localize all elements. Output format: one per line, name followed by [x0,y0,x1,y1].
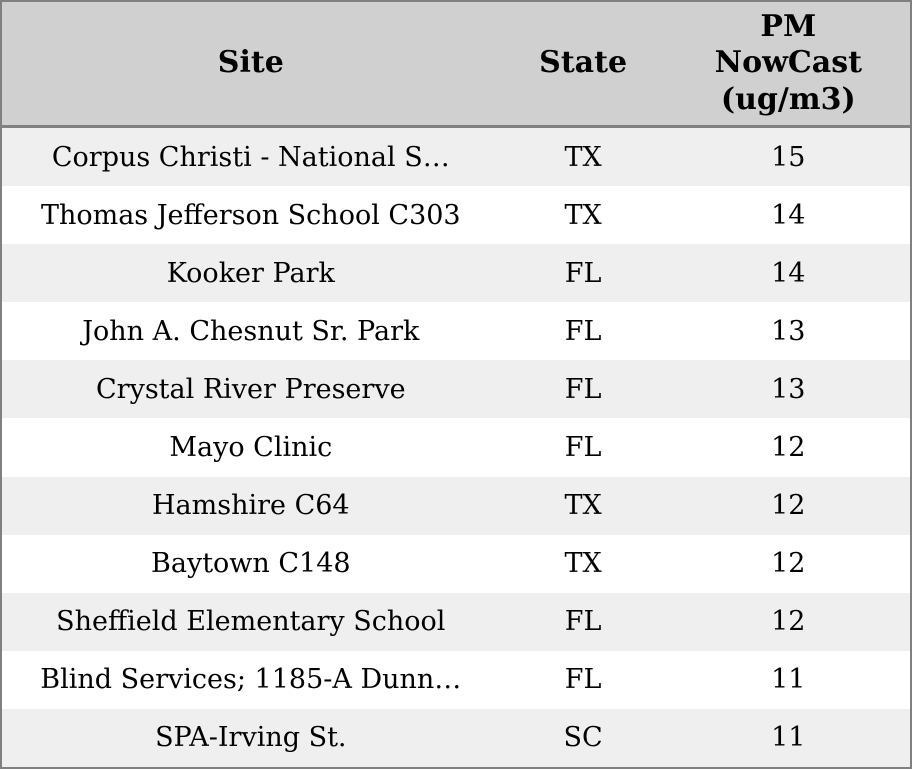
state-cell: FL [564,257,602,289]
table-row: Kooker Park FL 14 [2,244,910,303]
site-cell: Blind Services; 1185-A Dunn… [40,664,462,696]
pm-value-cell: 11 [771,722,806,754]
state-cell: TX [564,490,602,522]
site-cell: John A. Chesnut Sr. Park [82,315,420,347]
table-row: Mayo Clinic FL 12 [2,418,910,477]
table-row: Thomas Jefferson School C303 TX 14 [2,186,910,245]
pm-value-cell: 13 [771,315,806,347]
state-cell: FL [564,373,602,405]
site-cell: Thomas Jefferson School C303 [40,199,461,231]
pm-value-cell: 13 [771,373,806,405]
state-cell: FL [564,664,602,696]
table-row: SPA-Irving St. SC 11 [2,708,910,767]
table-row: Baytown C148 TX 12 [2,534,910,593]
column-header-pm-nowcast: PM NowCast (ug/m3) [714,8,862,117]
pm-value-cell: 14 [771,257,806,289]
state-cell: TX [564,199,602,231]
state-cell: FL [564,315,602,347]
pm-value-cell: 12 [771,432,806,464]
site-cell: Baytown C148 [151,548,351,580]
state-cell: SC [563,722,603,754]
site-cell: Sheffield Elementary School [56,606,446,638]
site-cell: SPA-Irving St. [155,722,347,754]
state-cell: TX [564,548,602,580]
column-header-site: Site [217,45,284,81]
pm-value-cell: 11 [771,664,806,696]
column-header-state: State [539,45,628,81]
site-cell: Mayo Clinic [169,432,333,464]
table-row: John A. Chesnut Sr. Park FL 13 [2,302,910,361]
site-cell: Hamshire C64 [151,490,350,522]
table-row: Sheffield Elementary School FL 12 [2,592,910,651]
table-row: Hamshire C64 TX 12 [2,476,910,535]
site-cell: Corpus Christi - National S… [51,141,450,173]
pm-value-cell: 12 [771,490,806,522]
pm-value-cell: 12 [771,548,806,580]
state-cell: FL [564,432,602,464]
state-cell: FL [564,606,602,638]
pm-value-cell: 12 [771,606,806,638]
table-row: Corpus Christi - National S… TX 15 [2,128,910,187]
site-cell: Crystal River Preserve [96,373,406,405]
site-cell: Kooker Park [166,257,335,289]
pm-value-cell: 15 [771,141,806,173]
table-row: Crystal River Preserve FL 13 [2,360,910,419]
table-row: Blind Services; 1185-A Dunn… FL 11 [2,650,910,709]
state-cell: TX [564,141,602,173]
table-header-row: Site State PM NowCast (ug/m3) [2,2,910,128]
pm-value-cell: 14 [771,199,806,231]
